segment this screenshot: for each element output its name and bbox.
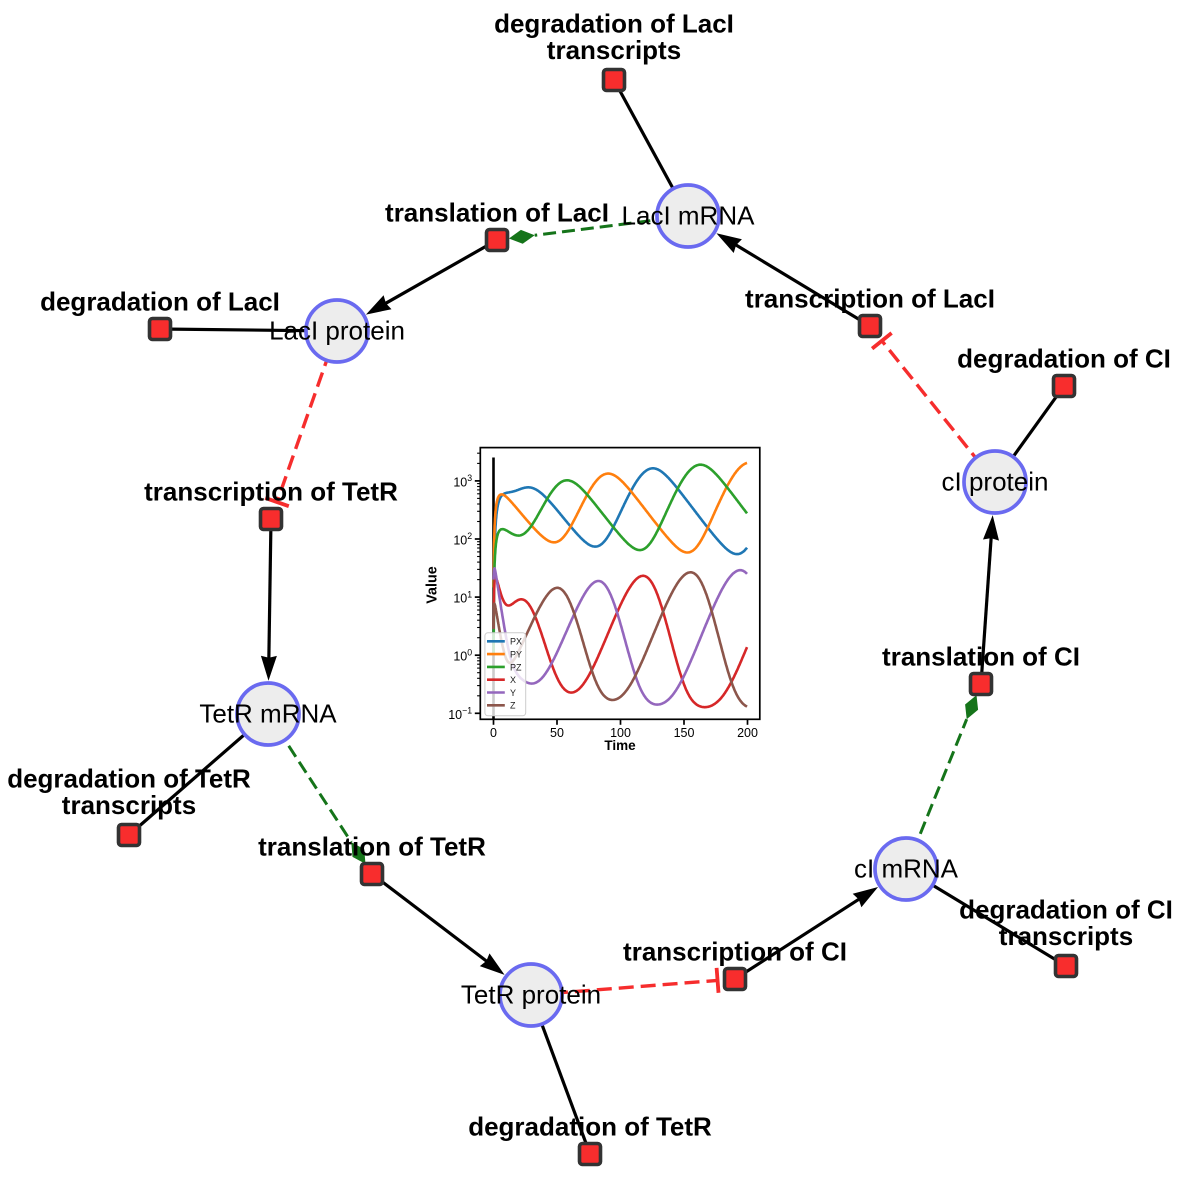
svg-text:cI mRNA: cI mRNA [854, 854, 959, 884]
svg-text:LacI protein: LacI protein [269, 316, 405, 346]
svg-text:X: X [510, 675, 516, 685]
svg-text:transcription of LacI: transcription of LacI [745, 284, 995, 314]
svg-text:degradation of CI: degradation of CI [959, 895, 1173, 925]
svg-text:translation of TetR: translation of TetR [258, 832, 486, 862]
svg-text:50: 50 [550, 726, 564, 740]
svg-text:TetR protein: TetR protein [461, 980, 601, 1010]
svg-text:0: 0 [490, 726, 497, 740]
svg-text:transcripts: transcripts [62, 790, 196, 820]
svg-text:200: 200 [737, 726, 758, 740]
svg-text:transcripts: transcripts [547, 35, 681, 65]
svg-text:degradation of LacI: degradation of LacI [494, 9, 734, 39]
svg-text:translation of CI: translation of CI [882, 642, 1080, 672]
svg-text:degradation of LacI: degradation of LacI [40, 287, 280, 317]
svg-text:100: 100 [610, 726, 631, 740]
svg-text:LacI mRNA: LacI mRNA [622, 201, 756, 231]
svg-text:degradation of TetR: degradation of TetR [468, 1112, 712, 1142]
svg-text:cI protein: cI protein [942, 467, 1049, 497]
svg-text:Time: Time [604, 738, 636, 753]
svg-text:transcripts: transcripts [999, 921, 1133, 951]
svg-text:PX: PX [510, 637, 522, 647]
svg-text:degradation of CI: degradation of CI [957, 344, 1171, 374]
svg-text:Y: Y [510, 688, 516, 698]
svg-text:TetR mRNA: TetR mRNA [199, 699, 337, 729]
svg-text:150: 150 [674, 726, 695, 740]
svg-text:PY: PY [510, 650, 522, 660]
svg-text:transcription of CI: transcription of CI [623, 937, 847, 967]
svg-text:Z: Z [510, 701, 516, 711]
svg-text:degradation of TetR: degradation of TetR [7, 764, 251, 794]
svg-text:transcription of TetR: transcription of TetR [144, 477, 398, 507]
svg-text:translation of LacI: translation of LacI [385, 198, 609, 228]
svg-text:Value: Value [425, 566, 441, 603]
svg-text:PZ: PZ [510, 662, 522, 672]
